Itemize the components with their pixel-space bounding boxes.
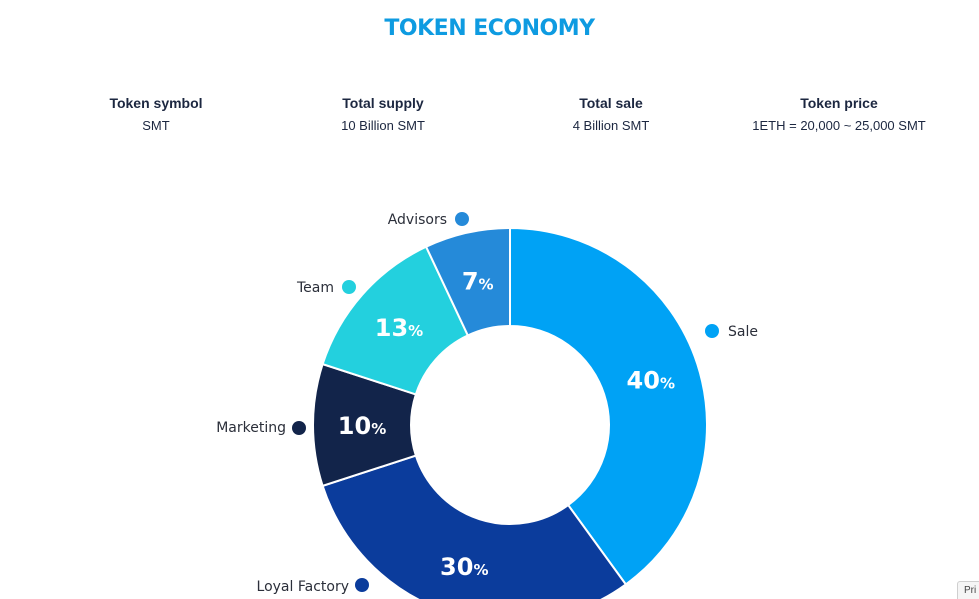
legend-dot-marketing <box>292 421 306 435</box>
legend-label-loyal-factory: Loyal Factory <box>257 579 349 595</box>
slice-percent-unit: % <box>473 561 488 579</box>
slice-percent-value: 30 <box>440 553 473 581</box>
slice-percent-value: 40 <box>627 366 660 394</box>
slice-percent-unit: % <box>408 322 423 340</box>
slice-percent-label: 40% <box>627 366 675 394</box>
print-button[interactable]: Pri <box>957 581 979 599</box>
stat-token-symbol: Token symbol SMT <box>36 94 276 135</box>
slice-percent-value: 7 <box>462 268 479 296</box>
stat-label: Token price <box>800 95 878 111</box>
legend-label-marketing: Marketing <box>216 420 286 436</box>
slice-percent-label: 7% <box>462 268 494 296</box>
legend-dot-loyal-factory <box>355 578 369 592</box>
stat-value: 1ETH = 20,000 ~ 25,000 SMT <box>752 118 926 133</box>
slice-percent-unit: % <box>371 420 386 438</box>
donut-slice-advisors <box>424 226 511 337</box>
slice-percent-unit: % <box>660 374 675 392</box>
donut-slice-sale <box>509 226 708 586</box>
slice-percent-label: 10% <box>338 412 386 440</box>
slice-percent-label: 13% <box>375 314 423 342</box>
stat-token-price: Token price 1ETH = 20,000 ~ 25,000 SMT <box>719 94 959 135</box>
legend-label-advisors: Advisors <box>388 212 447 228</box>
slice-percent-unit: % <box>479 276 494 294</box>
stat-value: 4 Billion SMT <box>572 118 650 133</box>
legend-dot-advisors <box>455 212 469 226</box>
stat-value: SMT <box>142 118 170 133</box>
page-title: TOKEN ECONOMY <box>384 16 595 41</box>
stat-label: Total sale <box>579 95 643 111</box>
legend-dot-sale <box>705 324 719 338</box>
legend-label-team: Team <box>296 280 334 296</box>
slice-percent-label: 30% <box>440 553 488 581</box>
donut-slice-loyal-factory <box>321 454 628 599</box>
legend-label-sale: Sale <box>728 324 758 340</box>
slice-percent-value: 10 <box>338 412 371 440</box>
stat-total-supply: Total supply 10 Billion SMT <box>263 94 503 135</box>
stat-label: Token symbol <box>109 95 203 111</box>
slice-percent-value: 13 <box>375 314 408 342</box>
legend-dot-team <box>342 280 356 294</box>
stat-label: Total supply <box>342 95 424 111</box>
stat-total-sale: Total sale 4 Billion SMT <box>491 94 731 135</box>
stat-value: 10 Billion SMT <box>341 118 425 133</box>
